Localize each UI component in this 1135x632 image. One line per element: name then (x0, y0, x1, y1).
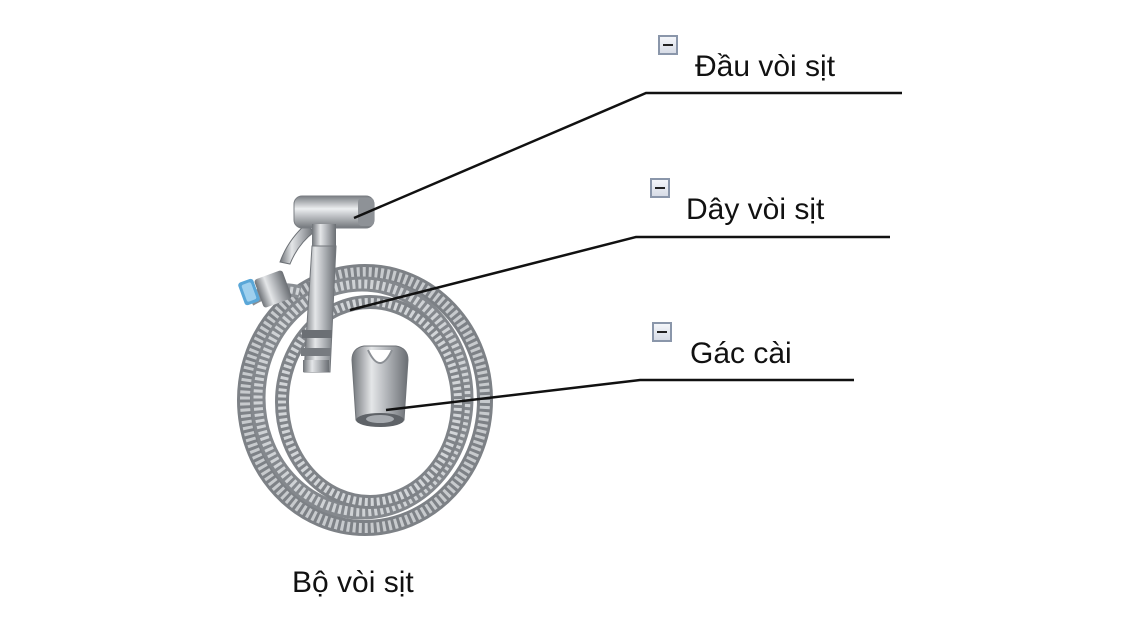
hose-connector (238, 270, 292, 308)
holder-bracket (351, 345, 409, 427)
leader-line-hose (349, 235, 890, 312)
callout-label-spray-head: Đầu vòi sịt (695, 50, 836, 83)
callout-label-holder: Gác cài (690, 337, 792, 370)
collapse-minus-icon[interactable] (652, 322, 672, 342)
callout-label-hose: Dây vòi sịt (686, 193, 825, 226)
figure-caption: Bộ vòi sịt (292, 566, 414, 599)
collapse-minus-icon[interactable] (650, 178, 670, 198)
collapse-minus-icon[interactable] (658, 35, 678, 55)
leader-line-holder (385, 378, 854, 412)
sprayer-head (279, 195, 375, 373)
leader-lines (349, 91, 902, 412)
sprayer-set-illustration (237, 195, 493, 536)
leader-line-spray-head (353, 91, 902, 220)
